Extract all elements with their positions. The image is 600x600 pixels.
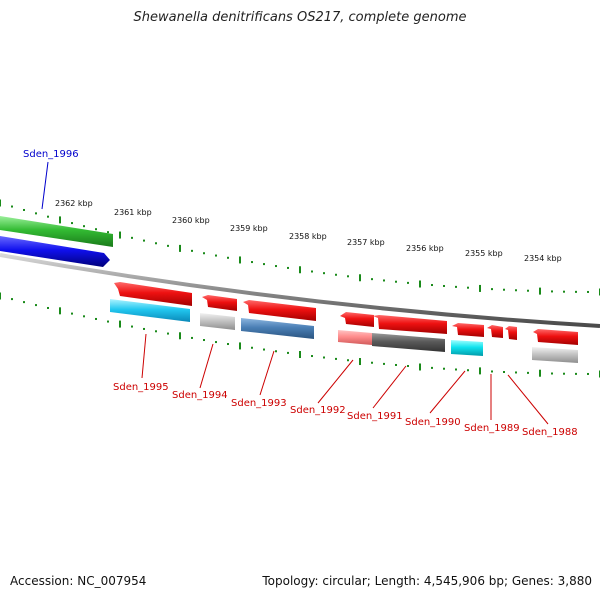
inner-scale-track <box>0 292 600 378</box>
leader-lines-forward <box>41 161 49 210</box>
gene-arrow-sden-1992[interactable] <box>340 312 374 327</box>
gene-arrow-sden-1995[interactable] <box>114 282 192 306</box>
scale-label: 2357 kbp <box>347 238 385 247</box>
scale-label: 2361 kbp <box>114 208 152 217</box>
gene-arrow-sden-1990[interactable] <box>452 323 484 337</box>
gene-arrow-sden-1989[interactable] <box>487 325 503 338</box>
gene-arrow-sden-1988[interactable] <box>533 329 578 345</box>
category-box <box>241 318 314 339</box>
accession-text: Accession: NC_007954 <box>10 574 147 588</box>
scale-label: 2355 kbp <box>465 249 503 258</box>
page-title: Shewanella denitrificans OS217, complete… <box>133 10 467 25</box>
category-box <box>200 313 235 330</box>
gene-label-sden-1992[interactable]: Sden_1992 <box>290 405 346 416</box>
scale-label: 2356 kbp <box>406 244 444 253</box>
gene-label-sden-1991[interactable]: Sden_1991 <box>347 411 403 422</box>
gene-label-sden-1993[interactable]: Sden_1993 <box>231 398 287 409</box>
scale-label: 2359 kbp <box>230 224 268 233</box>
gene-arrow[interactable] <box>202 295 237 311</box>
gene-arrow-green[interactable] <box>0 216 113 247</box>
gene-arrow-sden-1996[interactable] <box>0 236 110 267</box>
scale-label: 2354 kbp <box>524 254 562 263</box>
leader-lines-reverse <box>141 333 549 425</box>
gene-label-sden-1996[interactable]: Sden_1996 <box>23 149 79 160</box>
gene-label-sden-1990[interactable]: Sden_1990 <box>405 417 461 428</box>
genome-summary-text: Topology: circular; Length: 4,545,906 bp… <box>262 574 592 588</box>
category-box <box>110 299 190 322</box>
category-box <box>338 330 372 345</box>
gene-arrow-sden-1991[interactable] <box>373 315 447 334</box>
category-box <box>451 340 483 356</box>
gene-arrow[interactable] <box>505 326 517 340</box>
category-box <box>532 347 578 363</box>
scale-label: 2362 kbp <box>55 199 93 208</box>
scale-label: 2360 kbp <box>172 216 210 225</box>
scale-label: 2358 kbp <box>289 232 327 241</box>
genome-backbone <box>0 253 600 328</box>
gene-label-sden-1989[interactable]: Sden_1989 <box>464 423 520 434</box>
gene-arrow-sden-1993[interactable] <box>243 300 316 321</box>
outer-scale-track <box>0 199 600 296</box>
gene-label-sden-1988[interactable]: Sden_1988 <box>522 427 578 438</box>
category-box <box>372 333 445 352</box>
gene-label-sden-1994[interactable]: Sden_1994 <box>172 390 228 401</box>
gene-label-sden-1995[interactable]: Sden_1995 <box>113 382 169 393</box>
